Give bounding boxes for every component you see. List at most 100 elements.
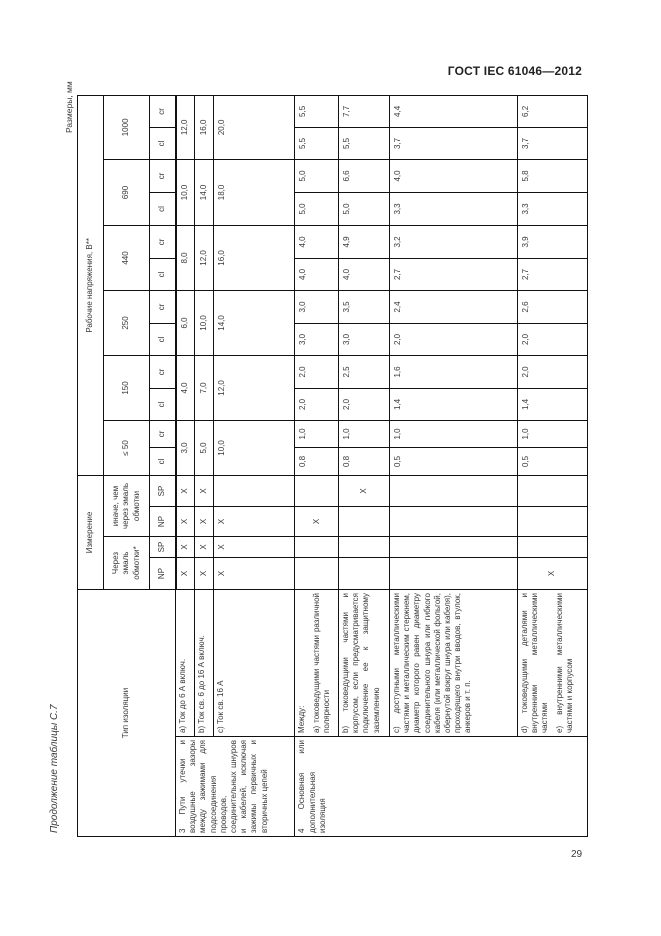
clearance-value: 3,0	[175, 420, 195, 476]
creepage-cr-value: 4,0	[389, 159, 518, 193]
header-through-enamel: Через эмаль обмотки*	[103, 536, 150, 590]
subtype-text: d) токоведущими деталями и внутренними м…	[520, 593, 550, 733]
clearance-cl-value: 2,0	[294, 388, 339, 421]
header-measurement: Измерение	[77, 475, 104, 590]
clearance-cl-value: 1,4	[517, 388, 588, 421]
clearance-cl-value: 4,0	[338, 258, 390, 291]
creepage-cr-value: 1,6	[389, 355, 518, 389]
clearance-value: 4,0	[175, 355, 195, 421]
creepage-cr-value: 1,0	[517, 420, 588, 448]
clearance-value: 16,0	[194, 95, 214, 160]
header-cl: cl	[149, 258, 176, 291]
measurement-mark	[517, 506, 588, 537]
measurement-mark: X	[213, 506, 295, 537]
header-voltage: 440	[103, 225, 150, 291]
creepage-cr-value: 6,6	[338, 159, 390, 193]
clearance-value: 10,0	[175, 159, 195, 226]
clearance-value: 12,0	[175, 95, 195, 160]
measurement-mark	[389, 475, 518, 507]
measurement-mark: X	[338, 475, 390, 507]
table-row: d) токоведущими деталями и внутренними м…	[517, 95, 588, 836]
clearance-cl-value: 2,0	[389, 323, 518, 356]
table-row: c) доступными металлическими частями и м…	[389, 95, 518, 836]
header-measurement-sp: SP	[149, 536, 176, 558]
header-cl: cl	[149, 127, 176, 160]
clearance-cl-value: 3,0	[294, 323, 339, 356]
measurement-mark	[294, 475, 339, 507]
clearance-cl-value: 5,0	[294, 192, 339, 226]
clearance-value: 16,0	[213, 225, 295, 291]
clearance-cl-value: 3,0	[338, 323, 390, 356]
creepage-cr-value: 1,0	[389, 420, 518, 448]
clearance-value: 5,0	[194, 420, 214, 476]
clearance-value: 6,0	[175, 290, 195, 356]
header-voltage: 690	[103, 159, 150, 226]
insulation-subtype: c) Ток св. 16 А	[213, 589, 295, 737]
measurement-mark	[213, 475, 295, 507]
insulation-subtype: c) доступными металлическими частями и м…	[389, 589, 518, 737]
creepage-cr-value: 4,4	[389, 95, 518, 128]
clearance-value: 14,0	[194, 159, 214, 226]
insulation-subtype: b) Ток св. 6 до 16 А включ.	[194, 589, 214, 737]
header-cr: cr	[149, 355, 176, 389]
clearance-value: 12,0	[213, 355, 295, 421]
clearance-value: 12,0	[194, 225, 214, 291]
clearance-cl-value: 3,3	[517, 192, 588, 226]
insulation-subtype: Между: a) токоведущими частями различной …	[294, 589, 339, 737]
measurement-mark	[338, 557, 390, 590]
page-number: 29	[571, 849, 583, 860]
measurement-mark: X	[175, 506, 195, 537]
clearance-cl-value: 3,7	[517, 127, 588, 160]
creepage-cr-value: 1,0	[294, 420, 339, 448]
header-cl: cl	[149, 192, 176, 226]
table-continuation-caption: Продолжение таблицы С.7	[49, 704, 60, 833]
header-insulation-type: Тип изоляции	[77, 589, 176, 837]
measurement-mark: X	[194, 506, 214, 537]
header-other-than-enamel: иначе, чем через эмаль обмотки	[103, 475, 150, 537]
clearance-cl-value: 5,5	[338, 127, 390, 160]
clearance-cl-value: 2,7	[389, 258, 518, 291]
table-row: 4 Основная или дополнительная изоляция Ме…	[294, 95, 588, 837]
table-row: b) токоведущими частями и корпусом, если…	[338, 95, 390, 836]
header-voltage: 250	[103, 290, 150, 356]
measurement-mark	[338, 536, 390, 558]
clearance-value: 18,0	[213, 159, 295, 226]
measurement-mark	[294, 536, 339, 558]
creepage-cr-value: 3,0	[294, 290, 339, 324]
measurement-mark	[389, 536, 518, 558]
creepage-cr-value: 5,8	[517, 159, 588, 193]
clearance-value: 10,0	[213, 420, 295, 476]
measurement-mark: X	[175, 475, 195, 507]
clearance-cl-value: 0,8	[338, 447, 390, 476]
subtype-text: c) доступными металлическими частями и м…	[392, 593, 473, 733]
subtype-text: b) Ток св. 6 до 16 А включ.	[197, 635, 207, 733]
insulation-subtype: b) токоведущими частями и корпусом, если…	[338, 589, 390, 737]
subtype-text: b) токоведущими частями и корпусом, если…	[341, 593, 381, 733]
clearance-cl-value: 2,0	[338, 388, 390, 421]
measurement-mark: X	[194, 557, 214, 590]
measurement-mark: X	[213, 536, 295, 558]
standard-designation: ГОСТ IEC 61046—2012	[447, 64, 582, 78]
clearance-cl-value: 0,5	[517, 447, 588, 476]
measurement-mark	[294, 557, 339, 590]
header-voltage: 1000	[103, 95, 150, 160]
header-cr: cr	[149, 290, 176, 324]
table-row: b) Ток св. 6 до 16 А включ. X X X X 5,0 7,0 10,…	[194, 95, 214, 836]
header-measurement-np: NP	[149, 506, 176, 537]
header-cl: cl	[149, 323, 176, 356]
header-measurement-np: NP	[149, 557, 176, 590]
creepage-cr-value: 2,0	[294, 355, 339, 389]
creepage-cr-value: 2,5	[338, 355, 390, 389]
subtype-text: e) внутренними металлическими частями и …	[554, 593, 574, 733]
creepage-cr-value: 5,0	[294, 159, 339, 193]
header-measurement-sp: SP	[149, 475, 176, 507]
subtype-text: c) Ток св. 16 А	[216, 680, 226, 733]
measurement-mark: X	[194, 475, 214, 507]
clearance-value: 7,0	[194, 355, 214, 421]
subtype-text: a) Ток до 6 А включ.	[178, 658, 187, 733]
measurement-mark	[389, 506, 518, 537]
creepage-cr-value: 4,0	[294, 225, 339, 259]
table-row: c) Ток св. 16 А X X X 10,0 12,0 14,0 16,0 18,0 20…	[213, 95, 295, 836]
measurement-mark: X	[175, 536, 195, 558]
rotated-table-wrapper: Тип изоляции Измерение Рабочие напряжени…	[77, 95, 588, 837]
